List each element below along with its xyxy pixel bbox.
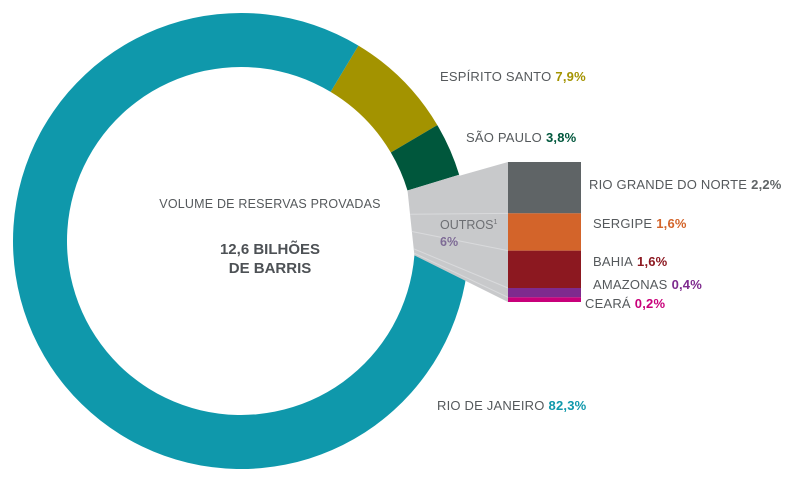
connector-divider (413, 248, 509, 289)
label-sergipe: SERGIPE 1,6% (593, 216, 687, 231)
bar-segment-amazonas (508, 288, 581, 298)
outros-name: OUTROS (440, 218, 494, 233)
bar-segment-sergipe (508, 213, 581, 251)
breakdown-bar (407, 162, 581, 302)
center-value: 12,6 BILHÕES DE BARRIS (140, 240, 400, 278)
label-name: SÃO PAULO (466, 130, 542, 145)
center-value-line1: 12,6 BILHÕES (219, 241, 321, 258)
label-name: BAHIA (593, 254, 634, 269)
label-bahia: BAHIA 1,6% (593, 254, 667, 269)
slice-espirito-santo (330, 45, 438, 153)
center-value-line2: DE BARRIS (228, 260, 312, 277)
label-pct: 3,8% (545, 130, 577, 145)
label-pct: 1,6% (656, 216, 687, 231)
outros-footnote: 1 (493, 219, 498, 226)
bar-segment-ceara (508, 297, 581, 302)
connector-divider (411, 231, 509, 252)
label-sao-paulo: SÃO PAULO 3,8% (466, 130, 576, 145)
label-ceara: CEARÁ 0,2% (585, 296, 665, 311)
outros-connector (407, 162, 508, 302)
label-name: SERGIPE (593, 216, 653, 231)
label-name: RIO DE JANEIRO (437, 398, 545, 413)
bar-segment-rio-grande-do-norte (508, 162, 581, 214)
label-rio-grande-do-norte: RIO GRANDE DO NORTE 2,2% (589, 177, 782, 192)
label-rio-de-janeiro: RIO DE JANEIRO 82,3% (437, 398, 586, 413)
label-pct: 7,9% (555, 69, 586, 84)
bar-segment-bahia (508, 250, 581, 288)
label-name: CEARÁ (585, 296, 631, 311)
label-name: ESPÍRITO SANTO (440, 69, 552, 84)
label-amazonas: AMAZONAS 0,4% (593, 277, 702, 292)
label-pct: 2,2% (751, 177, 782, 192)
slice-sao-paulo (390, 125, 460, 191)
label-name: RIO GRANDE DO NORTE (589, 177, 748, 192)
connector-divider (413, 252, 509, 298)
connector-divider (410, 212, 509, 215)
label-pct: 0,2% (634, 296, 666, 311)
label-name: AMAZONAS (593, 277, 668, 292)
label-pct: 1,6% (637, 254, 668, 269)
outros-pct: 6% (440, 235, 459, 250)
label-pct: 0,4% (671, 277, 702, 292)
outros-label: OUTROS1 6% (440, 214, 497, 251)
label-espirito-santo: ESPÍRITO SANTO 7,9% (440, 69, 586, 84)
label-pct: 82,3% (548, 398, 587, 413)
center-title: VOLUME DE RESERVAS PROVADAS (159, 197, 381, 211)
